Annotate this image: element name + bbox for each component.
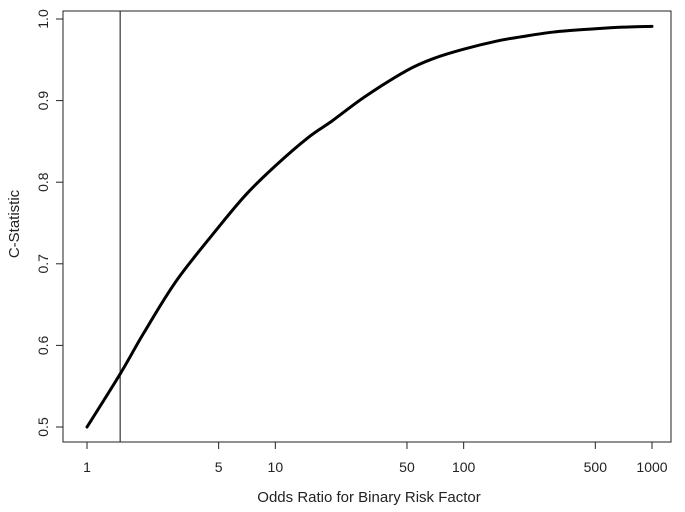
series-line: [85, 24, 654, 429]
y-axis: 0.5 0.6 0.7 0.8 0.9 1.0: [35, 9, 64, 437]
plot-box: [62, 10, 672, 443]
y-tick-label: 0.5: [35, 417, 51, 437]
x-tick-label: 500: [584, 459, 608, 475]
x-tick-label: 5: [215, 459, 223, 475]
x-axis: 1 5 10 50 100 500 1000: [83, 441, 668, 475]
y-tick-label: 0.6: [35, 335, 51, 355]
y-tick-label: 0.7: [35, 254, 51, 274]
y-tick-label: 0.9: [35, 91, 51, 111]
y-tick-label: 0.8: [35, 172, 51, 192]
y-tick-label: 1.0: [35, 9, 51, 29]
x-tick-label: 10: [268, 459, 284, 475]
y-axis-label: C-Statistic: [6, 189, 23, 258]
x-axis-label: Odds Ratio for Binary Risk Factor: [257, 489, 480, 506]
plot-content: [85, 11, 654, 442]
x-tick-label: 1000: [636, 459, 667, 475]
x-tick-label: 50: [399, 459, 415, 475]
x-tick-label: 100: [452, 459, 476, 475]
x-tick-label: 1: [83, 459, 91, 475]
